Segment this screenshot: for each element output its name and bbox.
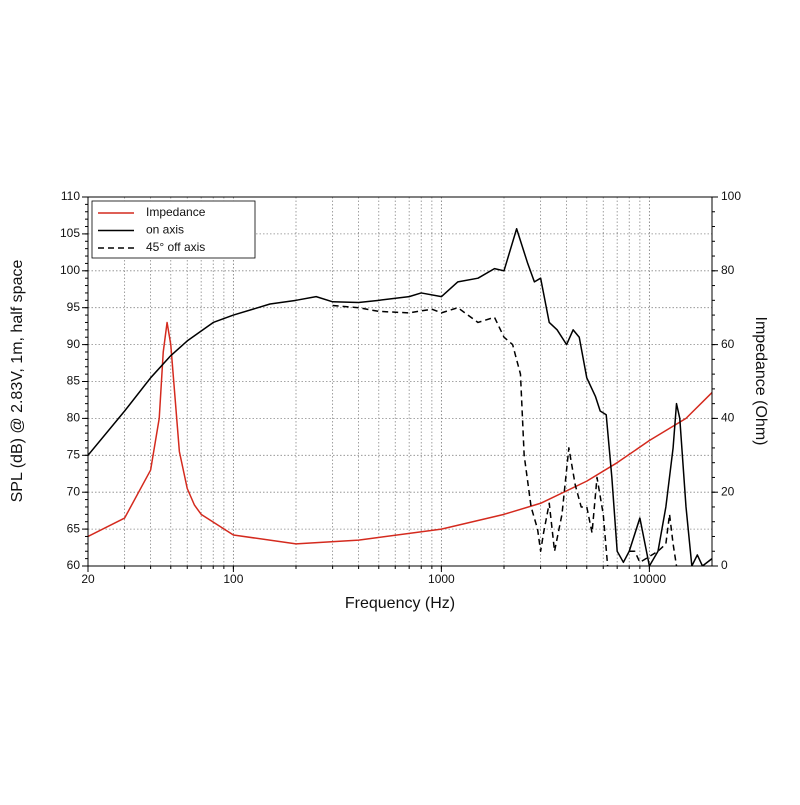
x-tick-label: 10000 [633, 572, 667, 586]
y2-tick-label: 60 [721, 337, 735, 351]
y2-tick-label: 0 [721, 558, 728, 572]
series-line [332, 304, 678, 566]
y-tick-label: 85 [67, 374, 81, 388]
x-axis-title: Frequency (Hz) [345, 595, 455, 612]
legend-label: 45° off axis [146, 240, 205, 254]
y-tick-label: 105 [60, 226, 80, 240]
y-axis-title: SPL (dB) @ 2.83V, 1m, half space [9, 260, 26, 503]
legend-label: Impedance [146, 205, 206, 219]
y2-tick-label: 40 [721, 411, 735, 425]
y2-tick-label: 80 [721, 263, 735, 277]
y2-tick-label: 20 [721, 484, 735, 498]
y-tick-label: 75 [67, 447, 81, 461]
legend: Impedance on axis 45° off axis [91, 200, 256, 259]
axes: 20 100 1000 10000 60 65 70 75 80 85 90 95 100 105 110 0… [60, 189, 741, 586]
y-tick-label: 110 [61, 189, 80, 203]
y-tick-label: 65 [67, 521, 81, 535]
series-line [88, 321, 712, 545]
y-tick-label: 90 [67, 337, 81, 351]
lines [88, 227, 712, 566]
y-tick-label: 80 [67, 411, 81, 425]
y-tick-label: 60 [67, 558, 81, 572]
y2-axis-title: Impedance (Ohm) [752, 317, 769, 446]
series-line [88, 227, 712, 566]
y-tick-label: 100 [60, 263, 80, 277]
y-tick-label: 70 [67, 484, 81, 498]
y-tick-label: 95 [67, 300, 81, 314]
legend-label: on axis [146, 223, 184, 237]
x-tick-label: 20 [81, 572, 95, 586]
x-tick-label: 100 [223, 572, 243, 586]
y2-tick-label: 100 [721, 189, 741, 203]
x-tick-label: 1000 [428, 572, 455, 586]
